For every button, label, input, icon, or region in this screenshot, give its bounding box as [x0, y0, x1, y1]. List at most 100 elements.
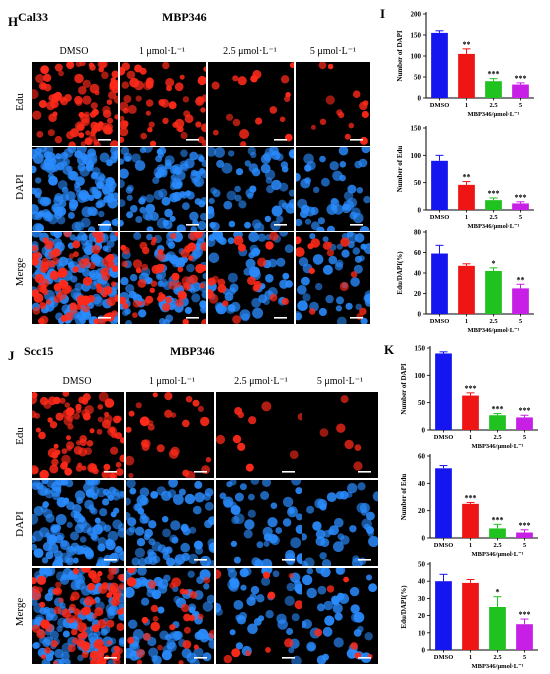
x-tick-label: DMSO [430, 102, 450, 109]
x-tick-label: 1 [469, 434, 472, 441]
col-header-j-3: 5 μmol·L⁻¹ [316, 376, 364, 387]
j-micrograph-merge-3 [302, 568, 378, 664]
x-tick-label: 2.5 [489, 318, 498, 325]
bar-DMSO [435, 581, 452, 650]
x-tick-label: 5 [523, 654, 527, 661]
y-tick-label: 50 [414, 179, 422, 187]
bar-1 [458, 265, 475, 314]
j-micrograph-edu-0 [32, 392, 124, 478]
x-axis-label: MBP346/μmol·L⁻¹ [471, 663, 523, 670]
col-header-h-3: 5 μmol·L⁻¹ [309, 46, 357, 57]
bar-1 [458, 53, 475, 98]
x-tick-label: 5 [519, 318, 523, 325]
bar-2.5 [489, 528, 506, 538]
j-micrograph-dapi-0 [32, 480, 124, 566]
h-micrograph-merge-3 [296, 232, 370, 324]
significance-label: ** [463, 173, 471, 182]
x-tick-label: 2.5 [489, 102, 498, 109]
j-micrograph-edu-2 [216, 392, 302, 478]
j-micrograph-edu-1 [126, 392, 214, 478]
x-tick-label: 2.5 [493, 542, 502, 549]
x-tick-label: DMSO [434, 434, 454, 441]
bar-1 [458, 184, 475, 210]
row-header-h-0: Edu [14, 93, 26, 111]
bar-5 [516, 624, 533, 650]
y-tick-label: 0 [418, 95, 422, 103]
y-tick-label: 20 [414, 290, 422, 298]
bar-5 [512, 203, 529, 210]
significance-label: *** [488, 70, 500, 79]
x-tick-label: DMSO [430, 318, 450, 325]
bar-chart-i-ratio: Edu/DAPI(%) 0 20 40 60 80 DMSO 1 * 2.5 ** 5MBP346/μ… [396, 229, 534, 334]
row-header-h-2: Merge [14, 257, 26, 287]
drug-title-h: MBP346 [162, 10, 207, 24]
significance-label: *** [515, 193, 527, 202]
cell-line-title-h: Cal33 [18, 10, 48, 24]
bar-chart-k-edu: Number of Edu 0 20 40 60 DMSO *** 1 *** 2.5 *** 5MB… [400, 453, 538, 558]
y-tick-label: 60 [418, 453, 426, 461]
y-tick-label: 40 [414, 270, 422, 278]
h-micrograph-dapi-1 [120, 147, 206, 231]
significance-label: * [496, 588, 500, 597]
y-axis-label: Number of Edu [400, 474, 408, 521]
col-header-h-0: DMSO [59, 46, 89, 57]
y-tick-label: 80 [414, 229, 422, 237]
bar-chart-i-edu: Number of Edu 0 50 100 150 DMSO ** 1 *** 2.5 *** 5M… [396, 125, 534, 230]
panel-letter-k: K [384, 342, 395, 357]
j-micrograph-merge-1 [126, 568, 214, 664]
panel-letter-i: I [380, 6, 386, 21]
h-micrograph-edu-2 [208, 62, 294, 146]
y-tick-label: 100 [415, 372, 426, 380]
bar-5 [512, 288, 529, 314]
significance-label: *** [465, 493, 477, 502]
h-micrograph-edu-0 [32, 62, 118, 146]
h-micrograph-merge-1 [120, 232, 206, 324]
x-tick-label: DMSO [434, 542, 454, 549]
x-tick-label: 2.5 [489, 214, 498, 221]
significance-label: *** [519, 610, 531, 619]
bar-chart-i-dapi: Number of DAPI 0 50 100 150 200 DMSO ** 1 *** 2.5 *… [396, 11, 534, 118]
x-tick-label: DMSO [430, 214, 450, 221]
y-tick-label: 0 [422, 647, 426, 655]
x-axis-label: MBP346/μmol·L⁻¹ [471, 443, 523, 450]
h-micrograph-dapi-3 [296, 147, 370, 231]
y-tick-label: 20 [418, 612, 426, 620]
x-axis-label: MBP346/μmol·L⁻¹ [467, 111, 519, 118]
y-tick-label: 50 [414, 74, 422, 82]
bar-1 [462, 582, 479, 650]
significance-label: ** [463, 40, 471, 49]
y-axis-label: Number of DAPI [396, 30, 404, 81]
y-tick-label: 10 [418, 629, 426, 637]
row-header-h-1: DAPI [14, 174, 26, 200]
bar-chart-k-ratio: Edu/DAPI(%) 0 10 20 30 40 50 DMSO 1 * 2.5 *** 5MBP34… [400, 561, 538, 670]
cell-line-title-j: Scc15 [24, 344, 54, 358]
y-tick-label: 0 [422, 535, 426, 543]
j-micrograph-dapi-2 [216, 480, 302, 566]
row-header-j-0: Edu [14, 427, 26, 445]
bar-2.5 [485, 270, 502, 314]
x-tick-label: 5 [519, 214, 523, 221]
y-tick-label: 150 [411, 32, 422, 40]
bar-DMSO [431, 253, 448, 314]
col-header-h-2: 2.5 μmol·L⁻¹ [223, 46, 277, 57]
y-axis-label: Number of Edu [396, 146, 404, 193]
x-axis-label: MBP346/μmol·L⁻¹ [471, 551, 523, 558]
x-tick-label: 1 [465, 318, 468, 325]
x-axis-label: MBP346/μmol·L⁻¹ [467, 327, 519, 334]
x-tick-label: 5 [519, 102, 523, 109]
j-micrograph-dapi-1 [126, 480, 214, 566]
h-micrograph-edu-1 [120, 62, 206, 146]
h-micrograph-dapi-0 [32, 147, 118, 231]
y-axis-label: Number of DAPI [400, 363, 408, 414]
y-axis-label: Edu/DAPI(%) [400, 585, 408, 629]
significance-label: *** [492, 515, 504, 524]
bar-5 [512, 84, 529, 98]
col-header-j-2: 2.5 μmol·L⁻¹ [234, 376, 288, 387]
x-tick-label: 1 [469, 542, 472, 549]
significance-label: *** [488, 189, 500, 198]
j-micrograph-edu-3 [302, 392, 378, 478]
bar-chart-k-dapi: Number of DAPI 0 50 100 150 DMSO *** 1 *** 2.5 ***… [400, 345, 538, 450]
j-micrograph-merge-2 [216, 568, 302, 664]
row-header-j-2: Merge [14, 597, 26, 627]
j-micrograph-dapi-3 [302, 480, 378, 566]
